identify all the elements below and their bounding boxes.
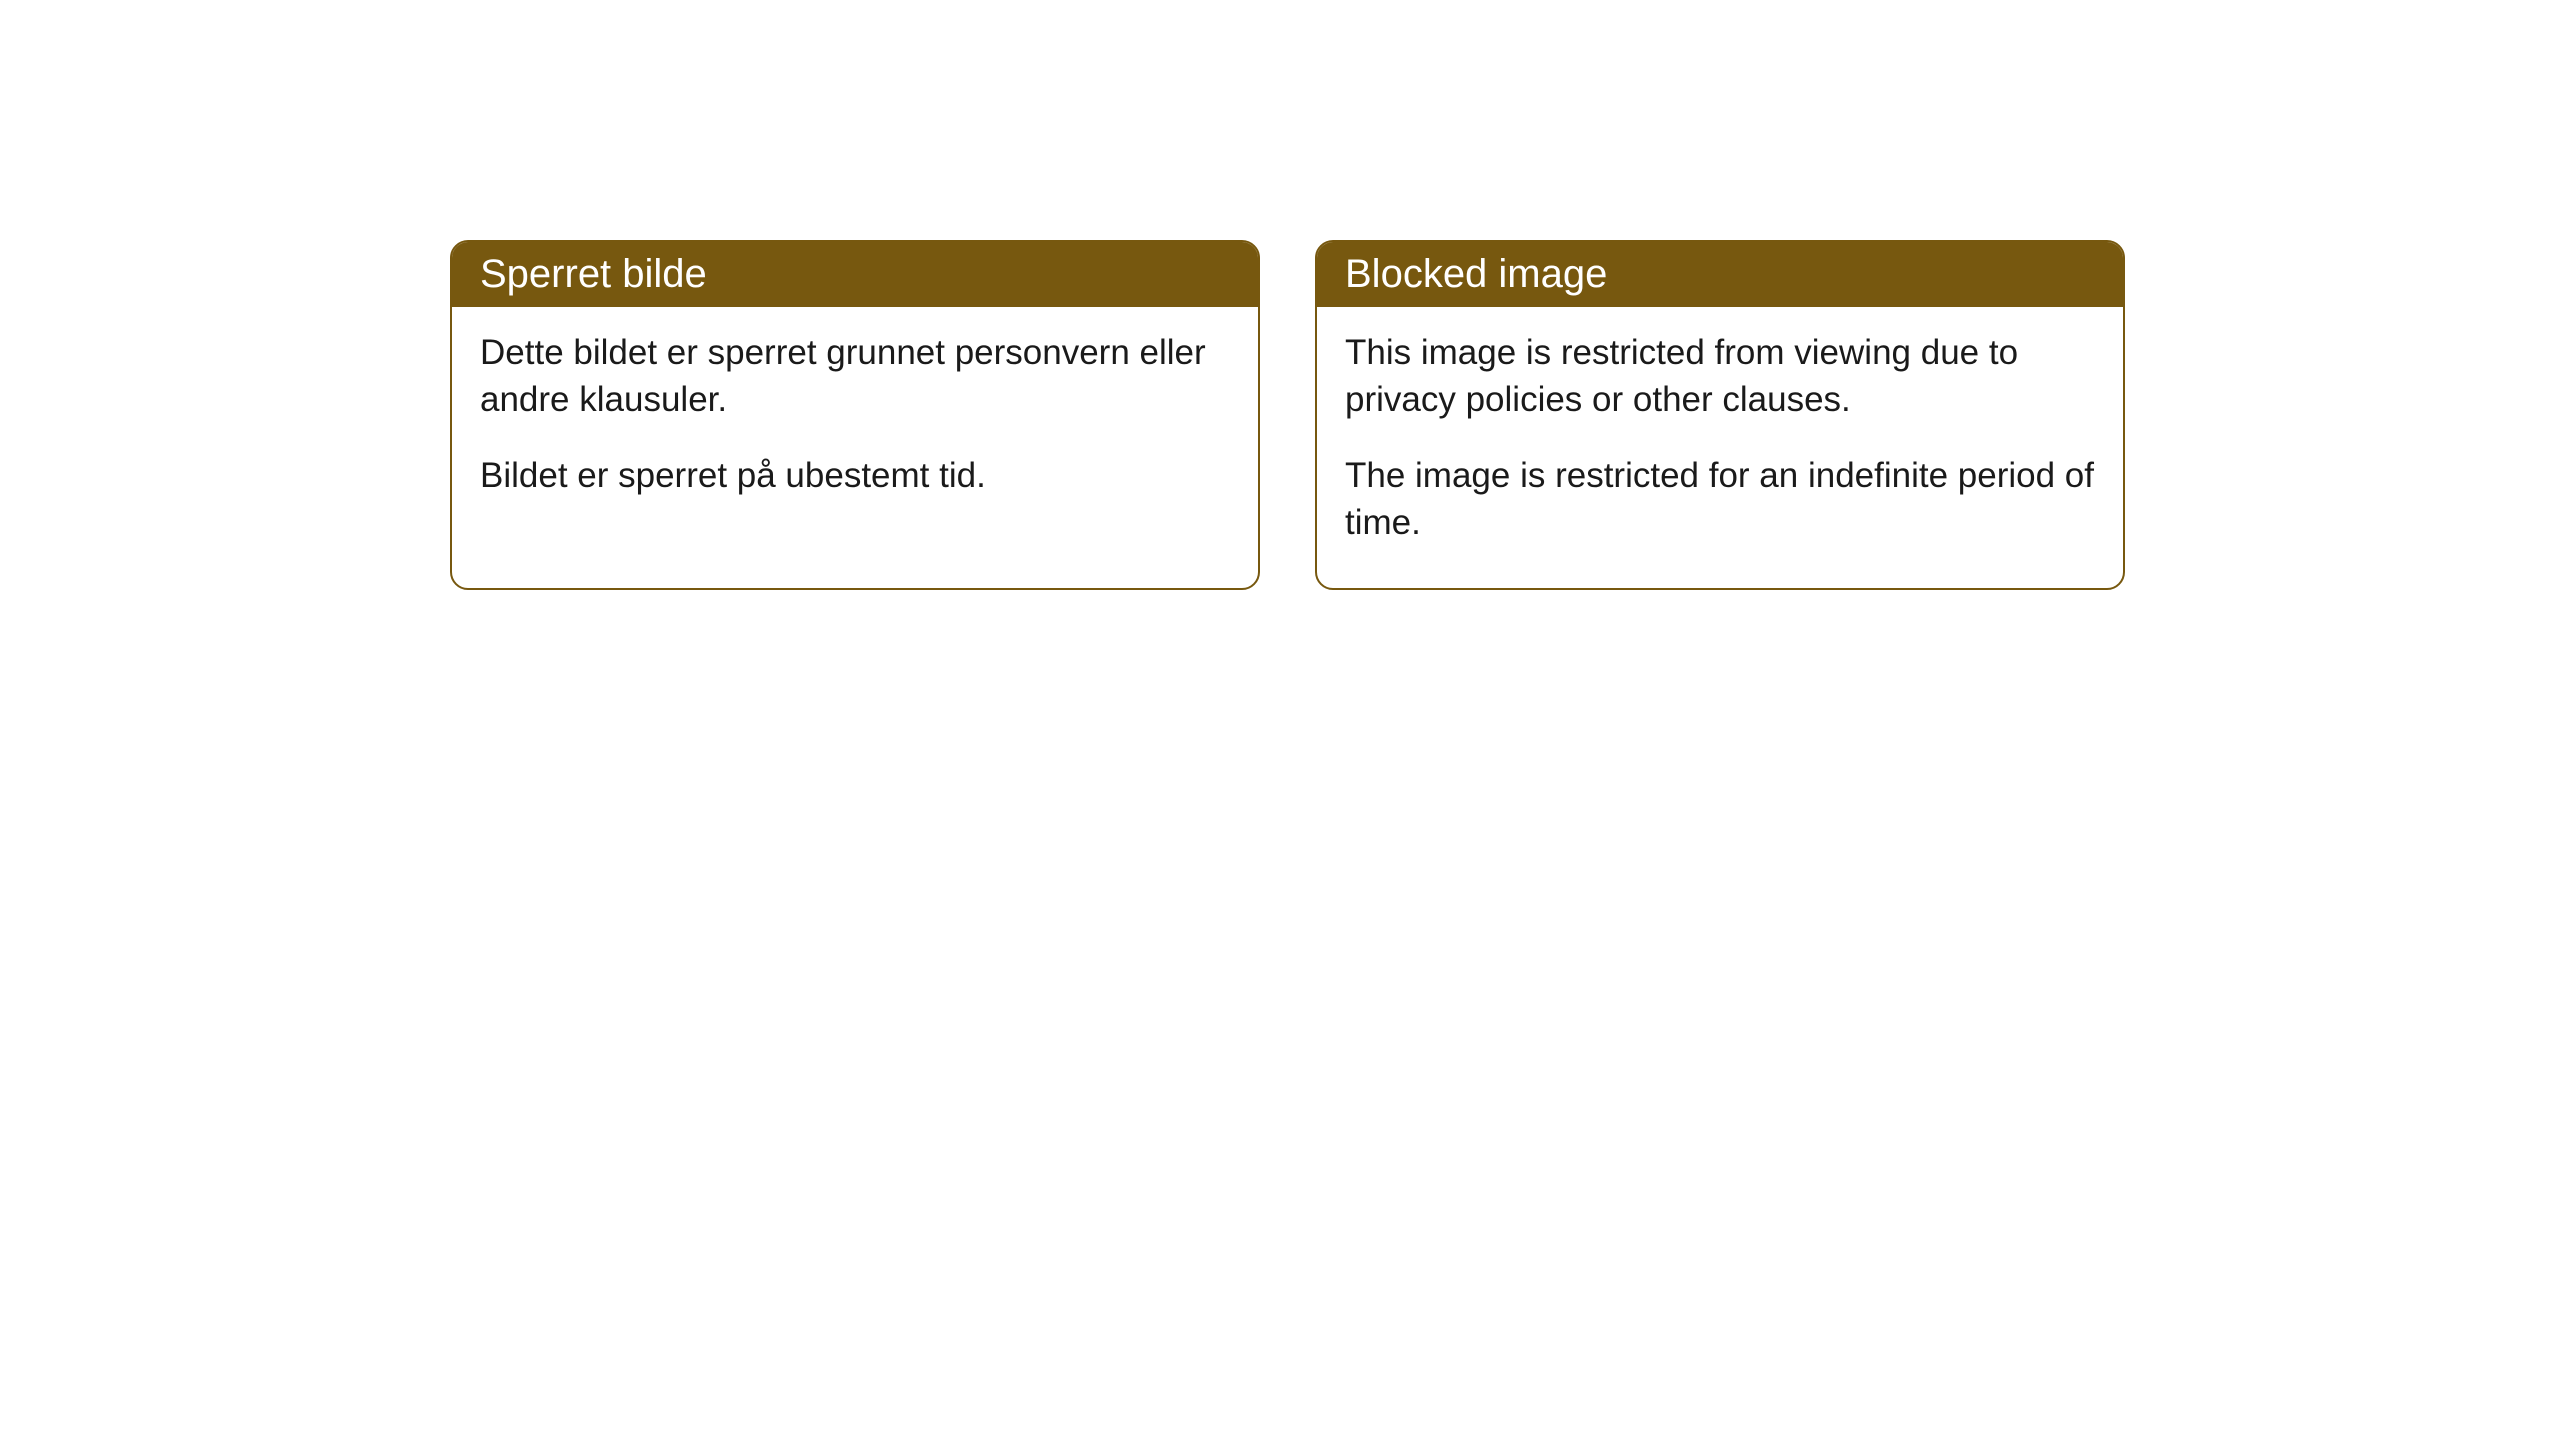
card-body: This image is restricted from viewing du… bbox=[1317, 307, 2123, 588]
card-header: Blocked image bbox=[1317, 242, 2123, 307]
notice-card-norwegian: Sperret bilde Dette bildet er sperret gr… bbox=[450, 240, 1260, 590]
card-body: Dette bildet er sperret grunnet personve… bbox=[452, 307, 1258, 541]
notice-cards-container: Sperret bilde Dette bildet er sperret gr… bbox=[450, 240, 2125, 590]
notice-card-english: Blocked image This image is restricted f… bbox=[1315, 240, 2125, 590]
card-paragraph: Bildet er sperret på ubestemt tid. bbox=[480, 452, 1230, 499]
card-paragraph: This image is restricted from viewing du… bbox=[1345, 329, 2095, 424]
card-paragraph: The image is restricted for an indefinit… bbox=[1345, 452, 2095, 547]
card-paragraph: Dette bildet er sperret grunnet personve… bbox=[480, 329, 1230, 424]
card-title: Blocked image bbox=[1345, 252, 1607, 296]
card-title: Sperret bilde bbox=[480, 252, 707, 296]
card-header: Sperret bilde bbox=[452, 242, 1258, 307]
